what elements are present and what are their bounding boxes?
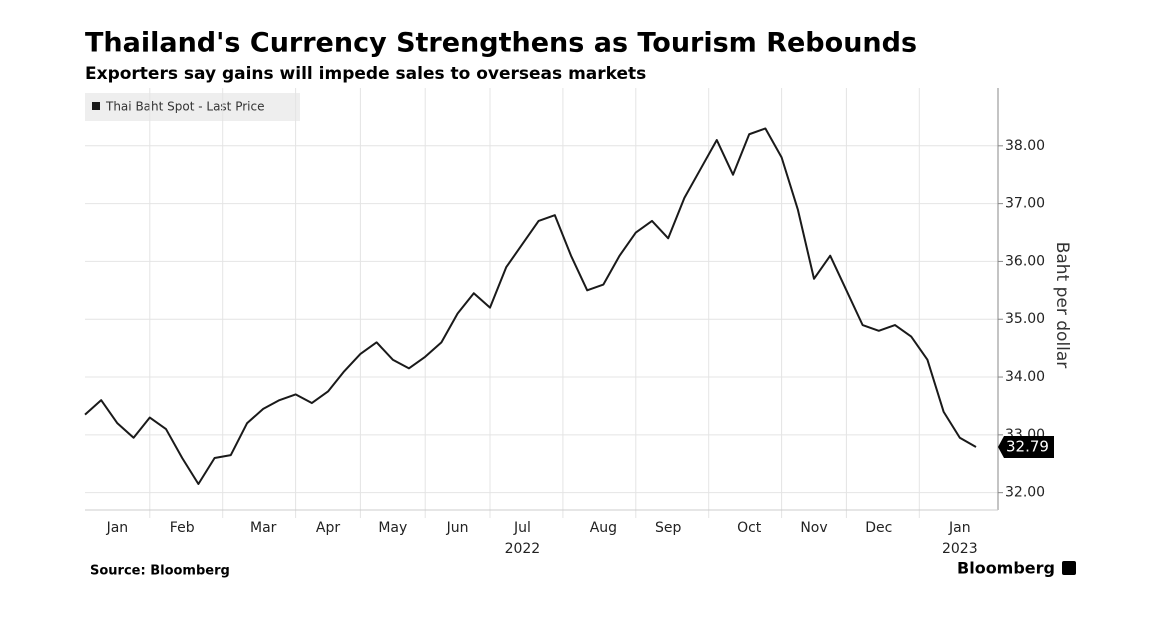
x-tick-label: Dec xyxy=(865,520,892,536)
brand-icon xyxy=(1062,561,1076,575)
line-series xyxy=(84,127,977,485)
chart-subtitle: Exporters say gains will impede sales to… xyxy=(85,64,646,84)
y-tick-label: 38.00 xyxy=(1005,138,1045,154)
x-tick-label: Jun xyxy=(446,520,469,536)
legend-swatch xyxy=(92,102,100,110)
x-tick-label: Jul xyxy=(513,520,531,536)
y-tick-label: 36.00 xyxy=(1005,253,1045,269)
x-tick-label: Feb xyxy=(170,520,195,536)
x-tick-label: Mar xyxy=(250,520,277,536)
last-value-label: 32.79 xyxy=(1006,437,1049,455)
x-tick-label: Jan xyxy=(948,520,971,536)
chart-title: Thailand's Currency Strengthens as Touri… xyxy=(85,28,917,59)
legend-label: Thai Baht Spot - Last Price xyxy=(105,100,264,114)
last-value-box xyxy=(998,435,1054,458)
x-tick-label: Nov xyxy=(800,520,827,536)
x-tick-label: May xyxy=(378,520,407,536)
y-tick-label: 37.00 xyxy=(1005,196,1045,212)
x-year-label: 2023 xyxy=(942,541,978,557)
y-tick-label: 34.00 xyxy=(1005,369,1045,385)
y-axis-label: Baht per dollar xyxy=(1052,242,1072,369)
y-tick-label: 35.00 xyxy=(1005,311,1045,327)
x-year-label: 2022 xyxy=(505,541,541,557)
x-tick-label: Jan xyxy=(106,520,129,536)
brand: Bloomberg xyxy=(957,559,1055,578)
x-tick-label: Oct xyxy=(737,520,762,536)
x-tick-label: Sep xyxy=(655,520,682,536)
legend-box xyxy=(85,93,300,121)
x-tick-label: Apr xyxy=(316,520,340,536)
x-tick-label: Aug xyxy=(590,520,617,536)
source: Source: Bloomberg xyxy=(90,564,230,579)
y-tick-label: 32.00 xyxy=(1005,485,1045,501)
